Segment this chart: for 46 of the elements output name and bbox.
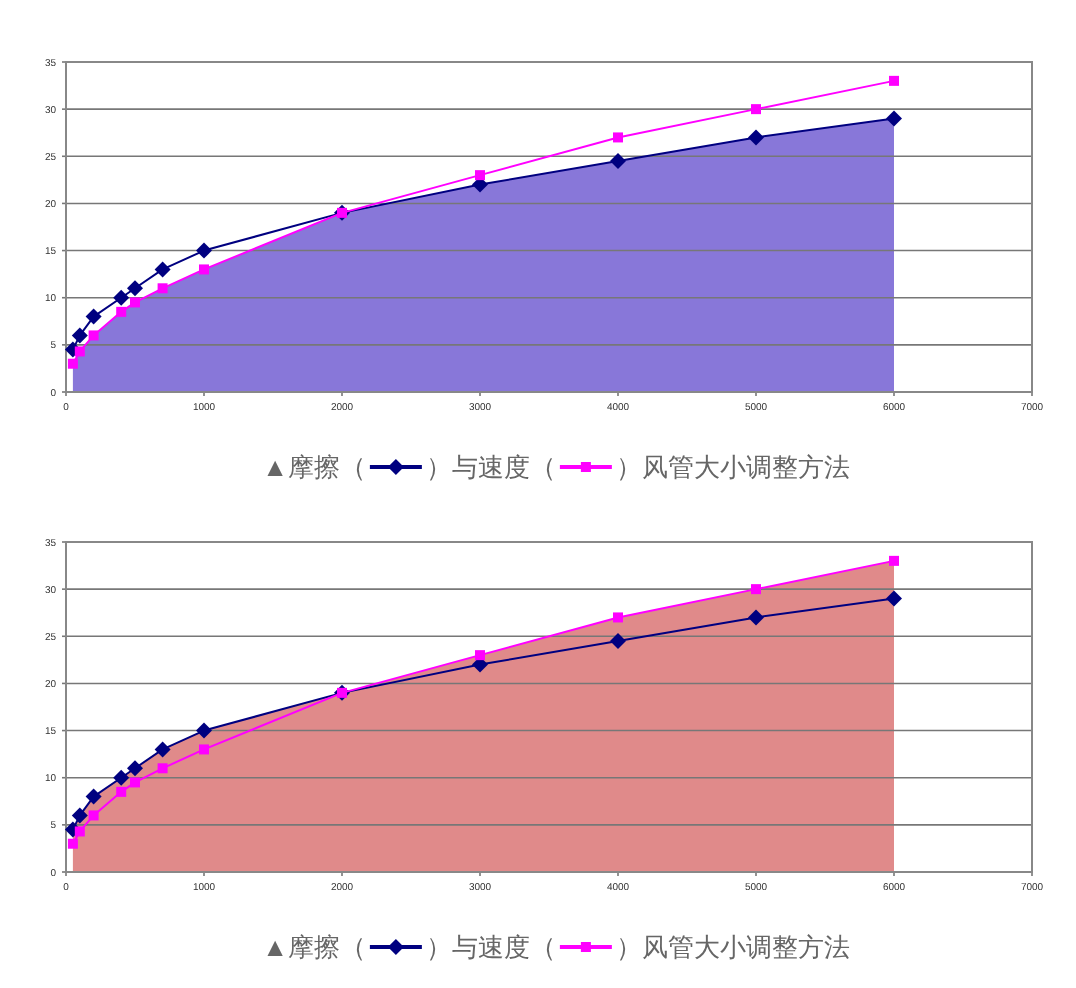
point [113,289,130,306]
point [199,744,209,755]
point [88,330,99,341]
point [85,788,102,805]
point [196,242,212,259]
point [748,129,764,146]
point [613,132,623,143]
point [85,308,102,325]
point [74,346,85,357]
point [610,153,626,169]
point [74,826,85,837]
point [116,786,127,797]
point [88,810,99,821]
point [886,110,902,127]
point [889,555,899,566]
point [610,633,626,649]
point [71,807,88,824]
point [613,612,623,623]
point [130,777,140,788]
point [154,741,171,758]
text: ▲摩擦（ [262,452,366,482]
point [157,763,168,774]
point [889,75,899,86]
point [196,722,212,739]
point [199,264,209,275]
point [127,280,143,297]
point [475,650,485,661]
point [475,170,485,181]
point [67,358,78,369]
point [67,838,78,849]
point [748,609,764,626]
text: ）风管大小调整方法 [615,932,850,962]
text: ▲摩擦（ [262,932,366,962]
point [886,590,902,607]
point [751,104,761,115]
point [113,769,130,786]
point [127,760,143,777]
point [154,261,171,278]
text: ）与速度（ [425,452,556,482]
text: ）风管大小调整方法 [615,452,850,482]
point [157,283,168,294]
text: ）与速度（ [425,932,556,962]
point [751,584,761,595]
point [130,297,140,308]
point [116,306,127,317]
point [71,327,88,344]
